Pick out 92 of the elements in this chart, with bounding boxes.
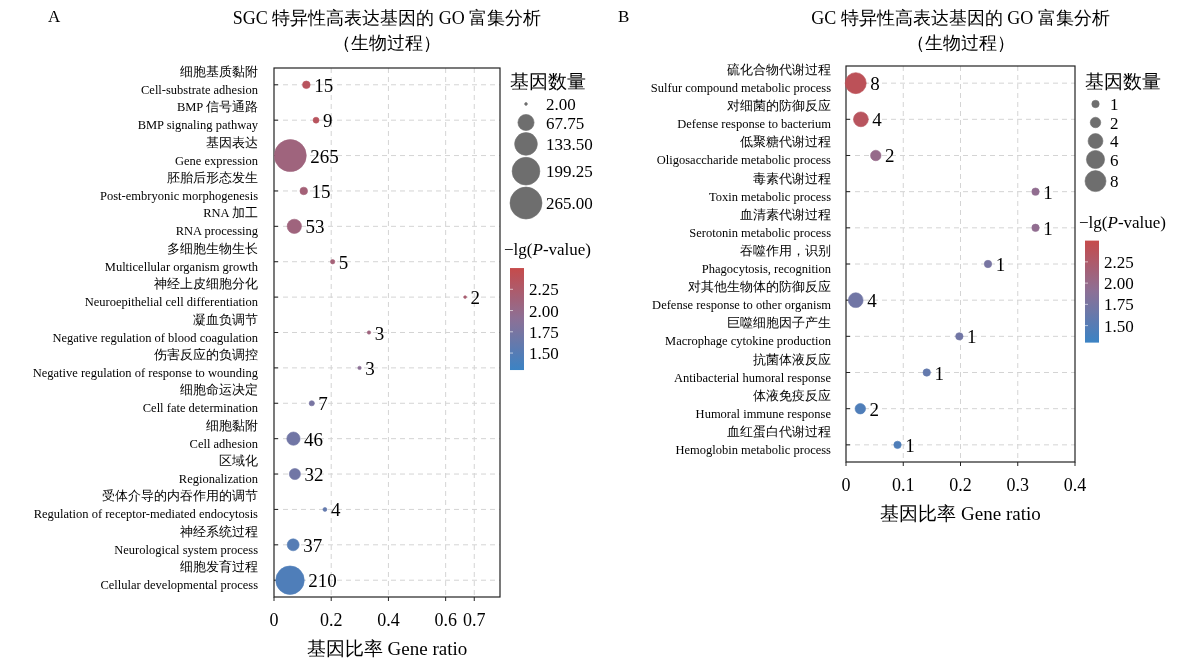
text: A (48, 7, 61, 26)
y-tick-label: 硫化合物代谢过程 Sulfur compound metabolic process (650, 63, 832, 96)
y-tick-label: 神经上皮细胞分化 Neuroepithelial cell differentiation (84, 277, 259, 310)
data-label: 37 (303, 534, 323, 556)
y-tick-label: 对其他生物体的防御反应 Defense response to other organism (652, 279, 832, 313)
data-label: 32 (304, 464, 324, 486)
x-tick-label: 0.6 (434, 610, 457, 630)
data-label: 4 (330, 499, 341, 521)
x-tick-label: 0.3 (1006, 475, 1029, 495)
data-label: 4 (867, 290, 878, 312)
text: B (618, 7, 630, 26)
data-label: 1 (995, 254, 1006, 275)
data-label: 1 (934, 362, 944, 384)
y-tick-label: 胚胎后形态发生 Post-embryonic morphogenesis (100, 170, 259, 203)
y-tick-label: 巨噬细胞因子产生 Macrophage cytokine production (665, 316, 832, 349)
y-tick-label: 抗菌体液反应 Antibacterial humoral response (674, 351, 832, 385)
x-tick-label: 0.2 (949, 475, 972, 495)
y-tick-label: 基因表达 Gene expression (175, 135, 259, 168)
y-tick-label: 吞噬作用，识别 Phagocytosis, recognition (701, 244, 832, 276)
y-tick-label: 细胞命运决定 Cell fate determination (142, 383, 259, 416)
y-tick-label: 体液免疫反应 Humoral immune response (695, 387, 832, 421)
x-tick-label: 0.2 (319, 610, 343, 630)
y-tick-label: 细胞基质黏附 Cell-substrate adhesion (141, 64, 259, 97)
color-bar-label: 2.25 (1104, 252, 1134, 272)
y-tick-label: 低聚糖代谢过程 Oligosaccharide metabolic process (656, 135, 832, 168)
y-tick-label: 对细菌的防御反应 Defense response to bacterium (677, 98, 832, 132)
color-bar-label: 2.25 (529, 280, 559, 300)
x-tick-label: 0.1 (892, 475, 915, 495)
y-tick-label: 神经系统过程 Neurological system process (114, 524, 259, 557)
x-tick-label: 0 (841, 475, 851, 495)
y-tick-label: 区域化 Regionalization (178, 454, 259, 487)
color-bar-label: 2.00 (1104, 274, 1134, 294)
y-tick-label: 血清素代谢过程 Serotonin metabolic process (689, 207, 832, 240)
legend-label: 133.50 (546, 134, 593, 154)
y-tick-label: 受体介导的内吞作用的调节 Regulation of receptor-mediated endocytosis (33, 489, 259, 522)
data-label: 1 (1043, 181, 1053, 203)
data-label: 210 (308, 570, 337, 592)
data-label: 5 (338, 251, 349, 273)
y-tick-label: BMP 信号通路 BMP signaling pathway (137, 100, 259, 133)
data-label: 9 (323, 110, 333, 132)
y-tick-label: 细胞黏附 Cell adhesion (189, 418, 259, 451)
x-tick-label: 0 (269, 610, 279, 630)
legend-title: 基因数量 (510, 71, 586, 92)
x-tick-label: 0.4 (377, 610, 400, 630)
x-axis-title: 基因比率 Gene ratio (880, 503, 1041, 524)
color-bar-label: 2.00 (529, 301, 559, 321)
data-label: 1 (967, 326, 977, 348)
y-tick-label: 毒素代谢过程 Toxin metabolic process (708, 171, 832, 204)
data-label: 7 (318, 393, 328, 415)
data-label: 2 (869, 398, 880, 420)
data-label: 2 (470, 287, 480, 309)
x-axis-title: 基因比率 Gene ratio (306, 638, 468, 659)
data-label: 4 (872, 109, 883, 131)
data-label: 3 (374, 322, 385, 344)
y-tick-label: 细胞发育过程 Cellular developmental process (100, 559, 259, 593)
legend-label: 199.25 (546, 162, 593, 182)
legend-label: 1 (1110, 95, 1119, 114)
chart-subtitle: （生物过程） (906, 33, 1015, 53)
color-bar-label: 1.75 (1104, 295, 1134, 315)
color-bar-title: −lg(P-value) (504, 240, 592, 260)
legend-label: 2 (1110, 113, 1119, 133)
legend-title: 基因数量 (1085, 71, 1161, 92)
y-tick-label: RNA 加工 RNA processing (175, 206, 259, 239)
data-label: 3 (365, 357, 375, 379)
data-label: 8 (870, 73, 880, 95)
data-label: 15 (311, 180, 331, 202)
x-tick-label: 0.4 (1063, 475, 1087, 495)
color-bar-label: 1.50 (529, 344, 559, 364)
x-tick-label: 0.7 (463, 610, 486, 630)
legend-label: 6 (1110, 150, 1119, 170)
y-tick-label: 多细胞生物生长 Multicellular organism growth (104, 241, 259, 274)
data-label: 15 (314, 74, 334, 96)
y-tick-label: 伤害反应的负调控 Negative regulation of response to wounding (32, 346, 259, 380)
y-tick-label: 凝血负调节 Negative regulation of blood coagulation (52, 312, 259, 345)
color-bar-title: −lg(P-value) (1079, 212, 1167, 232)
color-bar-label: 1.75 (529, 322, 559, 342)
data-label: 46 (304, 428, 324, 450)
data-label: 53 (305, 216, 325, 238)
chart-title: SGC 特异性高表达基因的 GO 富集分析 (232, 8, 542, 28)
legend-label: 265.00 (546, 194, 593, 214)
chart-subtitle: （生物过程） (333, 33, 441, 53)
data-label: 265 (310, 145, 339, 167)
legend-label: 4 (1110, 132, 1119, 151)
data-label: 2 (885, 145, 895, 167)
data-label: 1 (1043, 217, 1053, 239)
chart-title: GC 特异性高表达基因的 GO 富集分析 (811, 8, 1110, 28)
y-tick-label: 血红蛋白代谢过程 Hemoglobin metabolic process (675, 424, 832, 457)
color-bar-label: 1.50 (1104, 316, 1134, 336)
legend-label: 2.00 (546, 95, 576, 114)
data-label: 1 (905, 434, 915, 456)
legend-label: 67.75 (546, 113, 585, 133)
legend-label: 8 (1110, 172, 1119, 192)
